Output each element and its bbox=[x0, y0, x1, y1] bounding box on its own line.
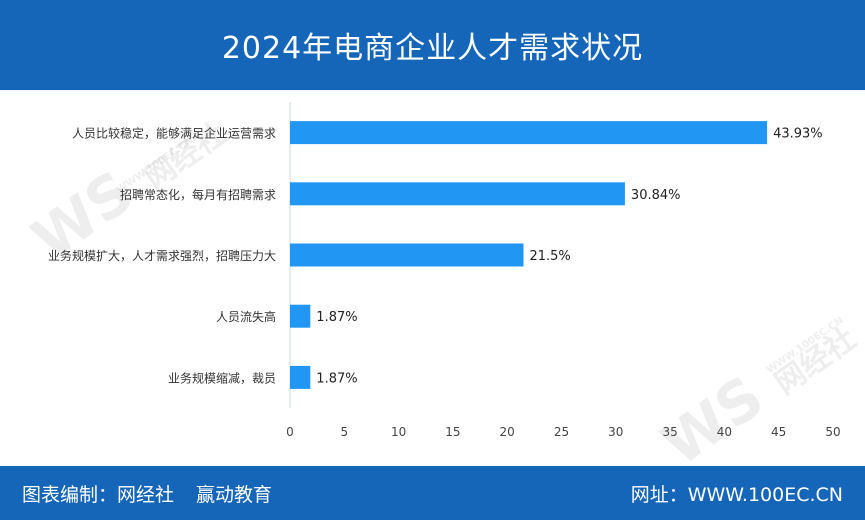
bar-chart: 人员比较稳定，能够满足企业运营需求 43.93% 招聘常态化，每月有招聘需求 30.8… bbox=[48, 102, 841, 439]
data-label: 1.87% bbox=[316, 310, 357, 325]
bar bbox=[290, 182, 625, 206]
credit-label: 图表编制： bbox=[22, 484, 118, 506]
x-tick-label: 25 bbox=[554, 425, 569, 439]
footer-site: 网址：WWW.100EC.CN bbox=[631, 480, 843, 507]
x-tick-label: 15 bbox=[445, 425, 460, 439]
footer-credit: 图表编制：网经社 赢动教育 bbox=[22, 480, 272, 507]
category-label: 业务规模缩减，裁员 bbox=[168, 370, 276, 385]
footer-banner: 图表编制：网经社 赢动教育 网址：WWW.100EC.CN bbox=[0, 466, 865, 520]
bar bbox=[290, 243, 524, 267]
chart-title-banner: 2024年电商企业人才需求状况 bbox=[0, 0, 865, 90]
bar bbox=[290, 121, 768, 145]
chart-title: 2024年电商企业人才需求状况 bbox=[221, 31, 644, 66]
x-tick-label: 20 bbox=[500, 425, 515, 439]
x-tick-label: 30 bbox=[608, 425, 623, 439]
data-label: 43.93% bbox=[773, 127, 823, 142]
category-label: 招聘常态化，每月有招聘需求 bbox=[120, 187, 276, 202]
category-label: 人员流失高 bbox=[216, 309, 276, 324]
data-label: 21.5% bbox=[529, 249, 570, 264]
bar bbox=[290, 365, 311, 389]
site-label: 网址： bbox=[630, 484, 688, 506]
data-label: 30.84% bbox=[631, 188, 681, 203]
x-tick-label: 35 bbox=[662, 425, 677, 439]
bar bbox=[290, 304, 311, 328]
data-label: 1.87% bbox=[316, 371, 357, 386]
x-tick-label: 45 bbox=[771, 425, 786, 439]
x-tick-label: 40 bbox=[717, 425, 732, 439]
x-tick-label: 0 bbox=[286, 425, 294, 439]
category-label: 业务规模扩大，人才需求强烈，招聘压力大 bbox=[48, 248, 276, 263]
x-tick-label: 10 bbox=[391, 425, 406, 439]
credit-org-2: 赢动教育 bbox=[196, 484, 273, 506]
site-url: WWW.100EC.CN bbox=[687, 484, 843, 506]
credit-org-1: 网经社 bbox=[117, 484, 175, 506]
x-tick-label: 50 bbox=[825, 425, 840, 439]
category-label: 人员比较稳定，能够满足企业运营需求 bbox=[72, 126, 276, 141]
x-tick-label: 5 bbox=[340, 425, 348, 439]
